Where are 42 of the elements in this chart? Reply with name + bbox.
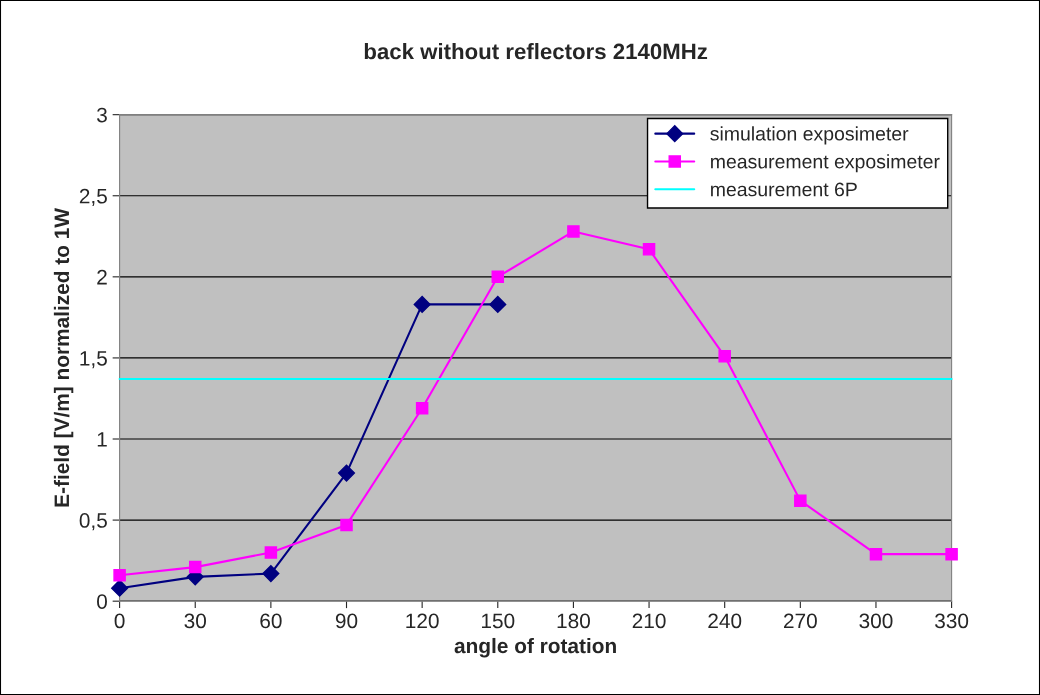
point bbox=[188, 560, 202, 574]
legend-label: simulation exposimeter bbox=[710, 126, 909, 145]
y-tick-label: 0,5 bbox=[79, 513, 107, 531]
x-tick-label: 120 bbox=[406, 613, 439, 629]
x-tick-label: 90 bbox=[335, 613, 358, 629]
point bbox=[113, 568, 126, 582]
x-tick-label: 30 bbox=[184, 613, 207, 629]
point bbox=[111, 579, 129, 597]
point bbox=[567, 225, 580, 238]
x-tick-label: 0 bbox=[114, 613, 125, 629]
x-tick-label: 210 bbox=[632, 613, 666, 629]
x-tick-label: 270 bbox=[784, 613, 817, 629]
x-tick-label: 330 bbox=[935, 613, 969, 629]
point bbox=[794, 494, 807, 507]
point bbox=[415, 401, 429, 415]
x-tick-label: 60 bbox=[260, 613, 282, 629]
point bbox=[642, 243, 656, 256]
point bbox=[869, 547, 883, 561]
y-tick-label: 2 bbox=[97, 269, 107, 285]
point bbox=[340, 518, 353, 532]
chart-title: back without reflectors 2140MHz bbox=[364, 43, 708, 60]
y-tick-label: 0 bbox=[97, 594, 107, 609]
point bbox=[718, 350, 731, 363]
y-tick-label: 1,5 bbox=[80, 351, 107, 369]
x-tick-label: 240 bbox=[708, 613, 742, 629]
legend-label: measurement exposimeter bbox=[711, 154, 940, 173]
x-tick-label: 180 bbox=[557, 613, 590, 629]
y-tick-label: 3 bbox=[97, 107, 107, 123]
point bbox=[262, 565, 280, 583]
y-tick-label: 1 bbox=[97, 432, 107, 447]
y-axis-title: E-field [V/m] normalized to 1W bbox=[53, 208, 74, 507]
point bbox=[491, 270, 505, 284]
y-tick-label: 2,5 bbox=[79, 188, 107, 206]
x-axis-title: angle of rotation bbox=[454, 637, 616, 658]
point bbox=[413, 295, 431, 313]
point bbox=[945, 547, 958, 561]
x-tick-label: 300 bbox=[859, 613, 893, 629]
point bbox=[489, 295, 507, 313]
point bbox=[264, 546, 278, 559]
x-tick-label: 150 bbox=[481, 613, 515, 629]
legend-label: measurement 6P bbox=[711, 182, 857, 197]
point bbox=[337, 464, 356, 482]
